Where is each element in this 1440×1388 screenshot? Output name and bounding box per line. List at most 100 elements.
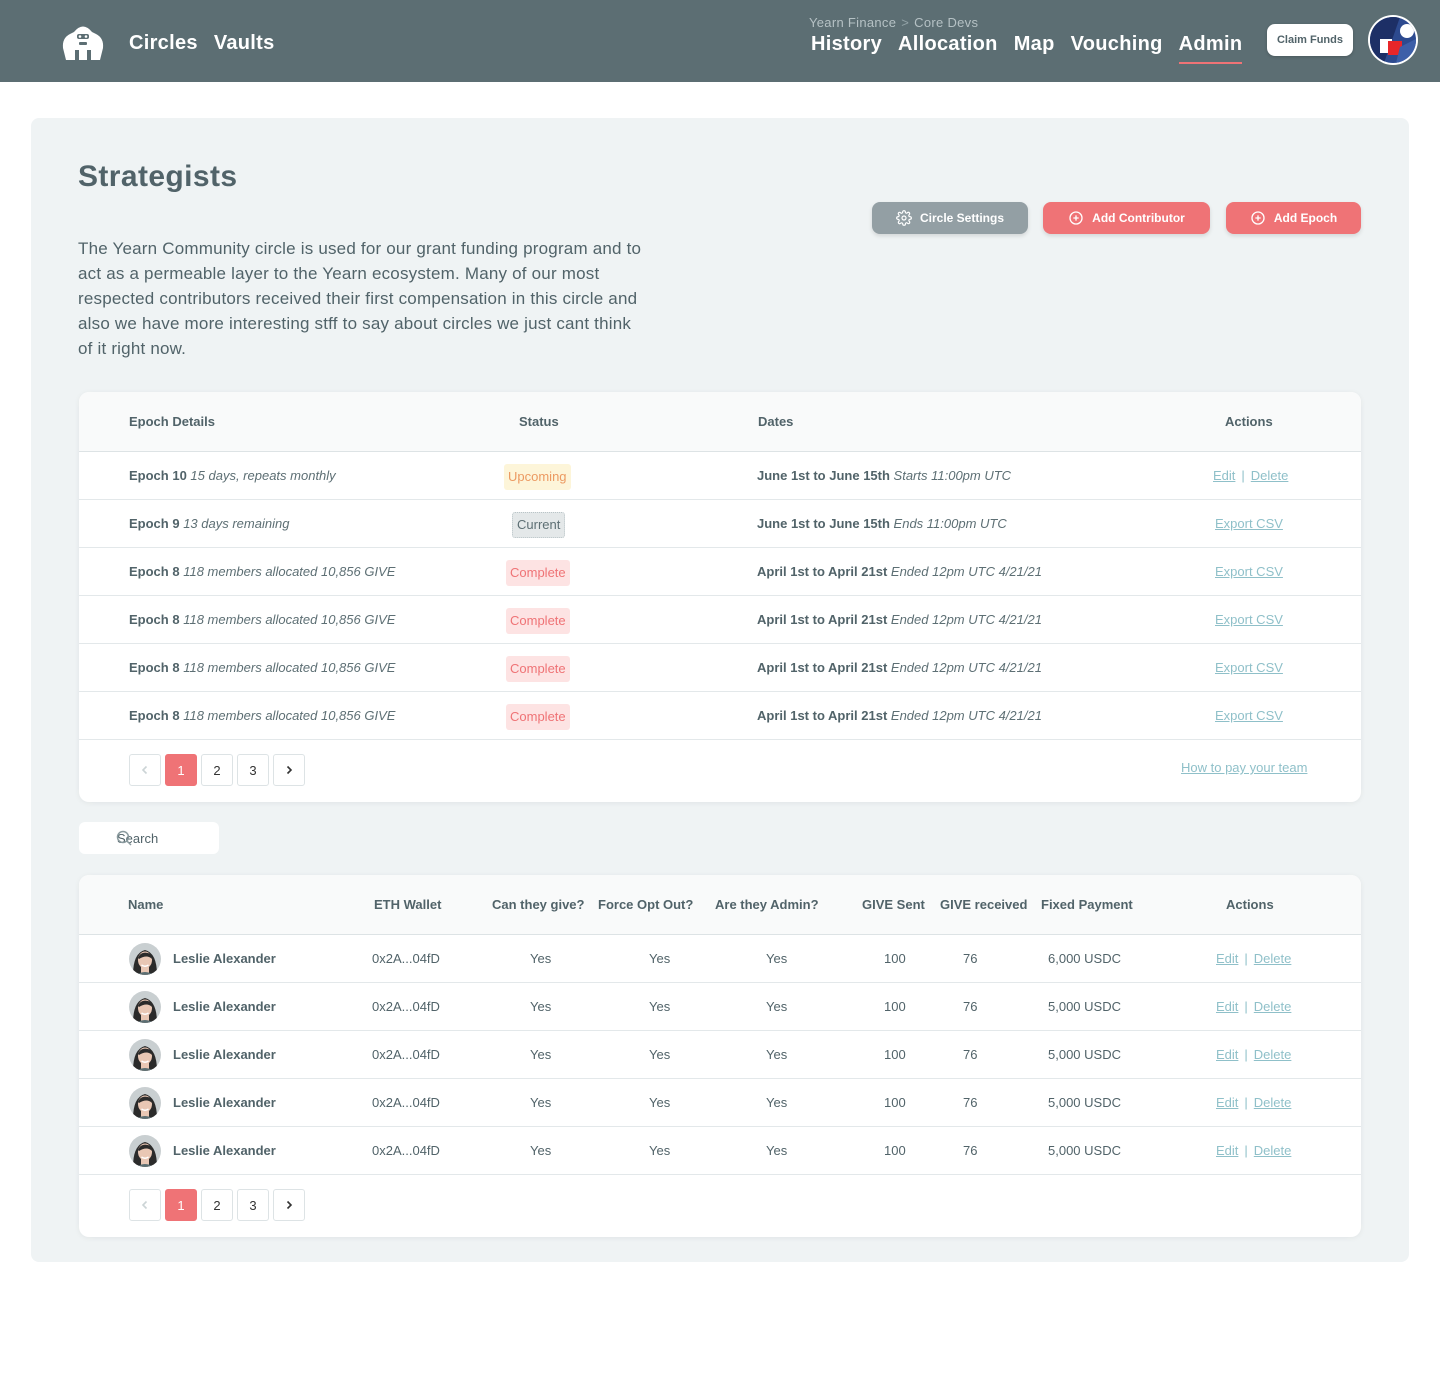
epoch-row: Epoch 8 118 members allocated 10,856 GIV… <box>79 644 1361 692</box>
can-give-value: Yes <box>530 1047 552 1062</box>
is-admin-value: Yes <box>766 1143 788 1158</box>
delete-link[interactable]: Delete <box>1253 999 1292 1014</box>
edit-link[interactable]: Edit <box>1216 1047 1239 1062</box>
gorilla-logo-icon[interactable] <box>60 20 106 62</box>
status-badge: Upcoming <box>504 464 571 490</box>
next-page-button[interactable] <box>273 1189 305 1221</box>
avatar <box>129 1087 161 1119</box>
can-give-value: Yes <box>530 1095 552 1110</box>
users-table: Name ETH Wallet Can they give? Force Opt… <box>79 875 1361 1237</box>
user-actions: Edit | Delete <box>1216 1127 1291 1175</box>
nav-map[interactable]: Map <box>1013 33 1055 55</box>
claim-funds-button[interactable]: Claim Funds <box>1267 24 1353 56</box>
epoch-details: Epoch 10 15 days, repeats monthly <box>129 452 336 500</box>
nav-history[interactable]: History <box>811 33 883 55</box>
header-dates: Dates <box>758 414 794 429</box>
user-avatar[interactable] <box>1368 15 1418 65</box>
give-received-value: 76 <box>963 1143 978 1158</box>
nav-circles[interactable]: Circles <box>129 32 198 54</box>
edit-link[interactable]: Edit <box>1216 1095 1239 1110</box>
can-give-value: Yes <box>530 951 552 966</box>
nav-allocation[interactable]: Allocation <box>898 33 998 55</box>
is-admin-value: Yes <box>766 999 788 1014</box>
status-badge: Current <box>512 512 566 538</box>
export-csv-link[interactable]: Export CSV <box>1215 564 1283 579</box>
page-2-button[interactable]: 2 <box>201 1189 233 1221</box>
epoch-actions: Export CSV <box>1215 500 1283 548</box>
delete-link[interactable]: Delete <box>1253 1095 1292 1110</box>
epoch-actions: Export CSV <box>1215 548 1283 596</box>
edit-link[interactable]: Edit <box>1216 1143 1239 1158</box>
epoch-row: Epoch 8 118 members allocated 10,856 GIV… <box>79 596 1361 644</box>
avatar <box>129 991 161 1023</box>
action-separator: | <box>1244 951 1248 966</box>
date-note: Ended 12pm UTC 4/21/21 <box>890 564 1042 579</box>
admin-panel: Strategists The Yearn Community circle i… <box>31 118 1409 1262</box>
circle-settings-button[interactable]: Circle Settings <box>872 202 1028 234</box>
avatar <box>129 1135 161 1167</box>
plus-circle-icon <box>1069 211 1083 225</box>
user-name-text: Leslie Alexander <box>173 1095 276 1110</box>
search-icon <box>116 830 132 846</box>
page-1-button[interactable]: 1 <box>165 754 197 786</box>
epoch-name: Epoch 9 <box>129 516 180 531</box>
status-badge: Complete <box>506 560 570 586</box>
breadcrumb-circle[interactable]: Core Devs <box>914 15 979 30</box>
delete-link[interactable]: Delete <box>1253 1143 1292 1158</box>
user-name: Leslie Alexander <box>173 1079 276 1127</box>
page-2-button[interactable]: 2 <box>201 754 233 786</box>
nav-vouching[interactable]: Vouching <box>1070 33 1163 55</box>
edit-link[interactable]: Edit <box>1216 999 1239 1014</box>
nav-admin[interactable]: Admin <box>1178 33 1243 64</box>
header-user-actions: Actions <box>1226 897 1274 912</box>
delete-link[interactable]: Delete <box>1250 468 1289 483</box>
chevron-right-icon <box>286 765 293 775</box>
user-name: Leslie Alexander <box>173 1127 276 1175</box>
date-note: Ended 12pm UTC 4/21/21 <box>890 708 1042 723</box>
export-csv-link[interactable]: Export CSV <box>1215 516 1283 531</box>
force-opt-out-value: Yes <box>649 1095 671 1110</box>
how-to-pay-link[interactable]: How to pay your team <box>1181 760 1308 775</box>
user-row: Leslie Alexander 0x2A...04fD Yes Yes Yes 100 7… <box>79 935 1361 983</box>
users-pagination: 1 2 3 <box>129 1189 305 1221</box>
user-actions: Edit | Delete <box>1216 1079 1291 1127</box>
prev-page-button[interactable] <box>129 754 161 786</box>
export-csv-link[interactable]: Export CSV <box>1215 660 1283 675</box>
status-badge: Complete <box>506 608 570 634</box>
breadcrumb-org[interactable]: Yearn Finance <box>809 15 897 30</box>
edit-link[interactable]: Edit <box>1213 468 1236 483</box>
export-csv-link[interactable]: Export CSV <box>1215 612 1283 627</box>
add-contributor-button[interactable]: Add Contributor <box>1043 202 1210 234</box>
action-separator: | <box>1244 1143 1248 1158</box>
add-contributor-label: Add Contributor <box>1092 211 1185 225</box>
epochs-pagination: 1 2 3 <box>129 754 305 786</box>
epoch-name: Epoch 10 <box>129 468 187 483</box>
export-csv-link[interactable]: Export CSV <box>1215 708 1283 723</box>
epoch-details: Epoch 9 13 days remaining <box>129 500 289 548</box>
nav-vaults[interactable]: Vaults <box>213 32 275 54</box>
eth-wallet: 0x2A...04fD <box>372 1143 440 1158</box>
delete-link[interactable]: Delete <box>1253 1047 1292 1062</box>
give-sent-value: 100 <box>884 951 906 966</box>
user-name: Leslie Alexander <box>173 1031 276 1079</box>
prev-page-button[interactable] <box>129 1189 161 1221</box>
page-1-button[interactable]: 1 <box>165 1189 197 1221</box>
page-3-button[interactable]: 3 <box>237 1189 269 1221</box>
chevron-left-icon <box>141 1200 148 1210</box>
epoch-dates: June 1st to June 15th Starts 11:00pm UTC <box>757 452 1011 500</box>
user-row: Leslie Alexander 0x2A...04fD Yes Yes Yes 100 7… <box>79 1127 1361 1175</box>
add-epoch-button[interactable]: Add Epoch <box>1226 202 1361 234</box>
delete-link[interactable]: Delete <box>1253 951 1292 966</box>
edit-link[interactable]: Edit <box>1216 951 1239 966</box>
header-fixed-payment: Fixed Payment <box>1041 897 1133 912</box>
user-name: Leslie Alexander <box>173 935 276 983</box>
page-3-button[interactable]: 3 <box>237 754 269 786</box>
header-is-admin: Are they Admin? <box>715 897 819 912</box>
circle-description: The Yearn Community circle is used for o… <box>78 239 642 358</box>
epoch-name: Epoch 8 <box>129 708 180 723</box>
epoch-dates: April 1st to April 21st Ended 12pm UTC 4… <box>757 692 1042 740</box>
search-input[interactable]: Search <box>79 822 219 854</box>
epoch-details: Epoch 8 118 members allocated 10,856 GIV… <box>129 596 395 644</box>
next-page-button[interactable] <box>273 754 305 786</box>
epoch-name: Epoch 8 <box>129 612 180 627</box>
